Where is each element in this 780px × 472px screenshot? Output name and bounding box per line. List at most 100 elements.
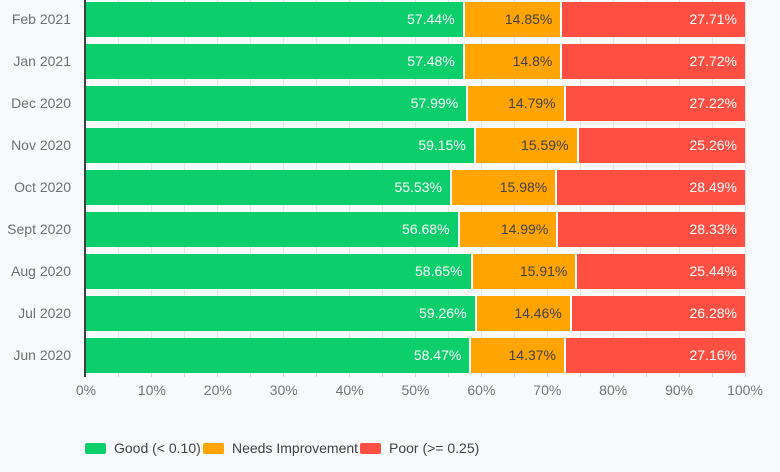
x-tick-mark — [711, 373, 713, 377]
bar-segment-good[interactable]: 58.65% — [86, 254, 473, 289]
bar-segment-needs-improvement[interactable]: 14.46% — [476, 296, 572, 331]
bar-row: 55.53% 15.98% 28.49% — [86, 170, 745, 205]
bar-segment-needs-improvement[interactable]: 14.85% — [464, 2, 563, 37]
segment-value-label: 15.59% — [521, 137, 569, 153]
category-label: Jan 2021 — [13, 53, 71, 69]
bar-row: 59.26% 14.46% 26.28% — [86, 296, 745, 331]
segment-value-label: 57.44% — [407, 11, 455, 27]
x-tick-mark — [744, 373, 746, 377]
segment-value-label: 56.68% — [402, 221, 450, 237]
legend-item-good[interactable]: Good (< 0.10) — [85, 440, 201, 456]
legend-item-needs-improvement[interactable]: Needs Improvement — [203, 440, 358, 456]
bar-row: 58.65% 15.91% 25.44% — [86, 254, 745, 289]
segment-value-label: 14.37% — [508, 347, 556, 363]
segment-value-label: 27.72% — [689, 53, 737, 69]
bar-segment-good[interactable]: 57.99% — [86, 86, 469, 121]
x-tick-label: 40% — [335, 382, 364, 398]
x-tick-label: 60% — [467, 382, 496, 398]
segment-value-label: 27.71% — [689, 11, 737, 27]
bar-segment-needs-improvement[interactable]: 14.79% — [468, 86, 566, 121]
x-axis-labels: 0% 10% 20% 30% 40% 50% 60% 70% 80% 90% 100% — [76, 382, 763, 398]
segment-value-label: 25.44% — [689, 263, 737, 279]
bar-segment-needs-improvement[interactable]: 14.37% — [471, 338, 566, 373]
legend-swatch-icon — [203, 442, 224, 454]
x-tick-label: 20% — [203, 382, 232, 398]
segment-value-label: 14.46% — [514, 305, 562, 321]
segment-value-label: 58.65% — [415, 263, 463, 279]
category-label: Dec 2020 — [11, 95, 71, 111]
x-tick-label: 100% — [727, 382, 763, 398]
segment-value-label: 59.26% — [419, 305, 467, 321]
segment-value-label: 57.48% — [407, 53, 455, 69]
bar-segment-poor[interactable]: 26.28% — [571, 296, 745, 331]
chart-legend: Good (< 0.10) Needs Improvement Poor (>= 0… — [0, 440, 780, 456]
bar-segment-needs-improvement[interactable]: 15.59% — [475, 128, 579, 163]
segment-value-label: 14.79% — [508, 95, 556, 111]
bar-segment-poor[interactable]: 27.22% — [565, 86, 745, 121]
segment-value-label: 57.99% — [410, 95, 459, 111]
x-tick-mark — [184, 373, 186, 377]
segment-value-label: 59.15% — [418, 137, 466, 153]
segment-value-label: 55.53% — [394, 179, 442, 195]
x-tick-label: 0% — [75, 382, 97, 398]
bar-segment-good[interactable]: 57.44% — [86, 2, 465, 37]
x-tick-mark — [546, 373, 548, 377]
segment-value-label: 28.49% — [689, 179, 737, 195]
x-tick-mark — [645, 373, 647, 377]
x-tick-label: 50% — [401, 382, 430, 398]
bar-segment-good[interactable]: 57.48% — [86, 44, 465, 79]
bar-segment-poor[interactable]: 27.72% — [562, 44, 745, 79]
bar-segment-good[interactable]: 59.15% — [86, 128, 476, 163]
bar-segment-poor[interactable]: 25.44% — [577, 254, 745, 289]
x-tick-label: 30% — [269, 382, 298, 398]
category-label: Nov 2020 — [11, 137, 71, 153]
bar-segment-needs-improvement[interactable]: 14.8% — [464, 44, 563, 79]
bar-segment-poor[interactable]: 28.49% — [557, 170, 745, 205]
legend-label: Poor (>= 0.25) — [389, 440, 480, 456]
segment-value-label: 28.33% — [689, 221, 737, 237]
x-tick-mark — [316, 373, 318, 377]
bar-segment-good[interactable]: 58.47% — [86, 338, 472, 373]
x-tick-mark — [151, 373, 153, 377]
bar-row: 57.99% 14.79% 27.22% — [86, 86, 745, 121]
segment-value-label: 27.22% — [689, 95, 737, 111]
bar-row: 57.48% 14.8% 27.72% — [86, 44, 745, 79]
category-axis: Feb 2021 Jan 2021 Dec 2020 Nov 2020 Oct 2020… — [0, 0, 75, 373]
segment-value-label: 26.28% — [689, 305, 737, 321]
bar-segment-poor[interactable]: 27.16% — [566, 338, 745, 373]
bar-segment-poor[interactable]: 27.71% — [562, 2, 745, 37]
bar-segment-needs-improvement[interactable]: 14.99% — [459, 212, 559, 247]
segment-value-label: 14.99% — [500, 221, 549, 237]
gridline — [744, 0, 746, 373]
bar-rows: 57.44% 14.85% 27.71% 57.48% 14.8% 27.72% 57.99… — [86, 0, 745, 373]
category-label: Aug 2020 — [11, 263, 71, 279]
bar-row: 57.44% 14.85% 27.71% — [86, 2, 745, 37]
bar-segment-needs-improvement[interactable]: 15.91% — [472, 254, 578, 289]
segment-value-label: 27.16% — [689, 347, 737, 363]
legend-item-poor[interactable]: Poor (>= 0.25) — [360, 440, 479, 456]
bar-segment-needs-improvement[interactable]: 15.98% — [451, 170, 558, 205]
x-tick-label: 10% — [137, 382, 166, 398]
category-label: Sept 2020 — [7, 221, 71, 237]
bar-segment-poor[interactable]: 25.26% — [578, 128, 745, 163]
x-tick-label: 70% — [533, 382, 562, 398]
segment-value-label: 15.98% — [499, 179, 548, 195]
bar-segment-good[interactable]: 59.26% — [86, 296, 477, 331]
segment-value-label: 25.26% — [689, 137, 737, 153]
x-tick-mark — [447, 373, 449, 377]
segment-value-label: 14.85% — [504, 11, 553, 27]
bar-segment-good[interactable]: 55.53% — [86, 170, 452, 205]
x-tick-mark — [678, 373, 680, 377]
x-tick-mark — [513, 373, 515, 377]
x-tick-mark — [118, 373, 120, 377]
bar-segment-good[interactable]: 56.68% — [86, 212, 460, 247]
x-tick-label: 80% — [599, 382, 628, 398]
segment-value-label: 15.91% — [519, 263, 568, 279]
category-label: Jul 2020 — [18, 305, 71, 321]
y-axis-line — [84, 0, 86, 377]
x-tick-label: 90% — [665, 382, 694, 398]
bar-segment-poor[interactable]: 28.33% — [558, 212, 745, 247]
x-tick-mark — [480, 373, 482, 377]
x-tick-mark — [250, 373, 252, 377]
